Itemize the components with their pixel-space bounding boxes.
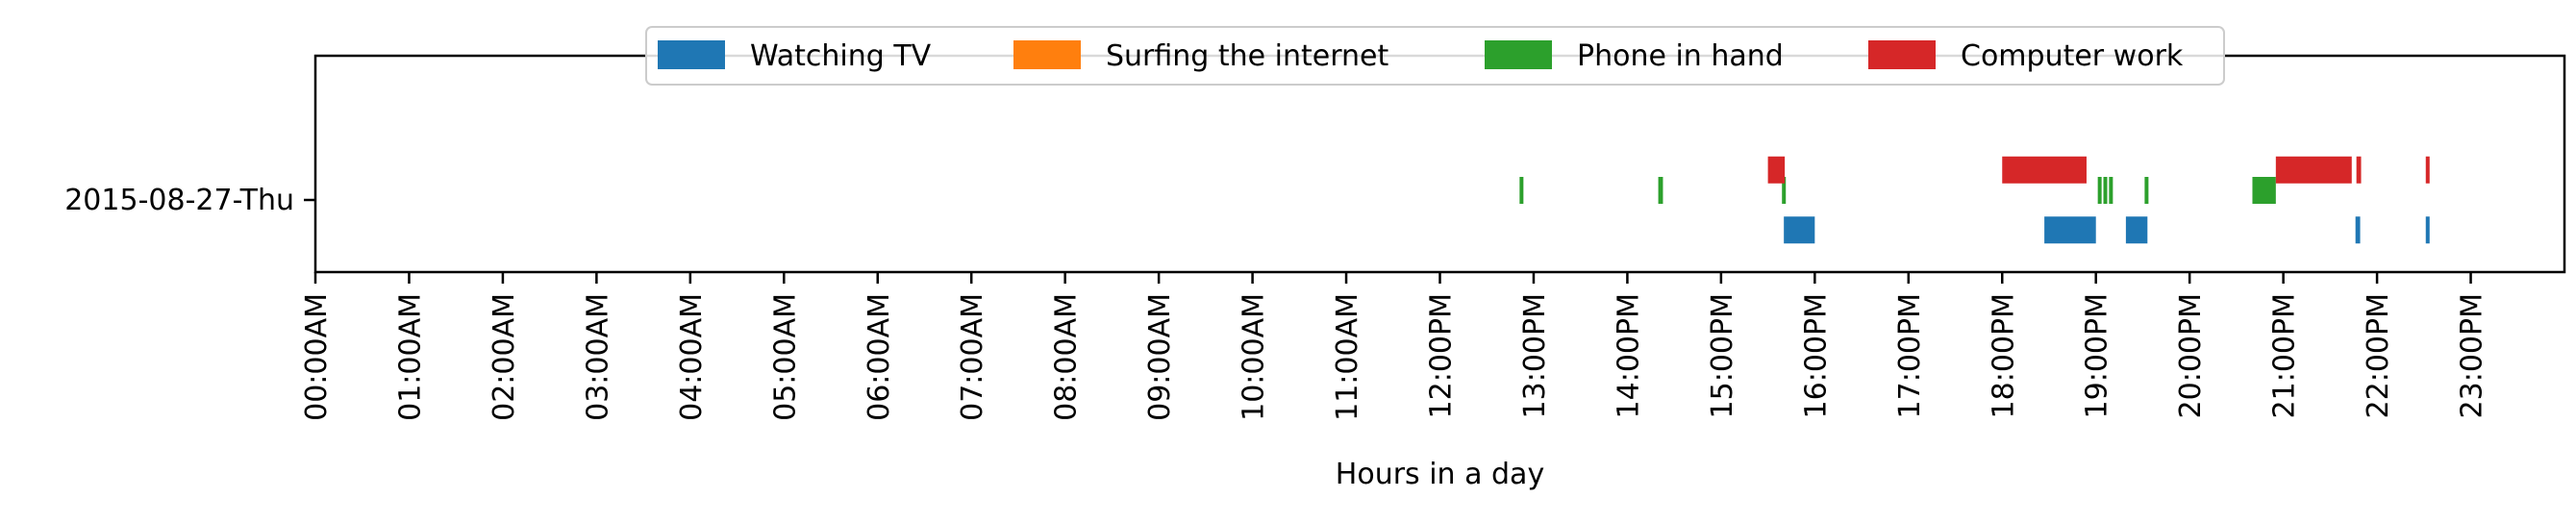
x-tick-label: 04:00AM bbox=[675, 293, 709, 421]
bar-phone-in-hand-1 bbox=[1658, 177, 1663, 204]
bar-phone-in-hand-0 bbox=[1519, 177, 1524, 204]
x-tick-label: 11:00AM bbox=[1331, 293, 1364, 421]
x-tick-label: 07:00AM bbox=[956, 293, 989, 421]
bar-computer-work-3 bbox=[2356, 156, 2362, 184]
bar-watching-tv-1 bbox=[2044, 216, 2096, 244]
x-tick-label: 12:00PM bbox=[1425, 293, 1459, 418]
x-tick-label: 14:00PM bbox=[1612, 293, 1645, 418]
x-tick-label: 09:00AM bbox=[1143, 293, 1177, 421]
legend-label-surfing-the-internet: Surfing the internet bbox=[1106, 39, 1388, 73]
bar-watching-tv-4 bbox=[2425, 216, 2430, 244]
x-tick-label: 02:00AM bbox=[488, 293, 521, 421]
bar-phone-in-hand-7 bbox=[2252, 177, 2276, 204]
x-tick-label: 16:00PM bbox=[1799, 293, 1833, 418]
bar-watching-tv-2 bbox=[2125, 216, 2148, 244]
bar-phone-in-hand-5 bbox=[2109, 177, 2113, 204]
y-tick-label: 2015-08-27-Thu bbox=[64, 184, 294, 217]
legend-swatch-surfing-the-internet bbox=[1013, 40, 1081, 69]
x-tick-label: 17:00PM bbox=[1893, 293, 1927, 418]
bar-phone-in-hand-6 bbox=[2144, 177, 2149, 204]
x-tick-label: 08:00AM bbox=[1050, 293, 1084, 421]
x-tick-label: 01:00AM bbox=[393, 293, 427, 421]
x-tick-label: 15:00PM bbox=[1706, 293, 1739, 418]
x-tick-label: 20:00PM bbox=[2174, 293, 2208, 418]
bar-phone-in-hand-4 bbox=[2103, 177, 2108, 204]
x-tick-label: 05:00AM bbox=[768, 293, 802, 421]
legend-swatch-computer-work bbox=[1868, 40, 1936, 69]
bar-phone-in-hand-3 bbox=[2097, 177, 2102, 204]
x-tick-label: 13:00PM bbox=[1518, 293, 1552, 418]
x-tick-label: 19:00PM bbox=[2081, 293, 2114, 418]
x-tick-label: 10:00AM bbox=[1238, 293, 1271, 421]
legend-swatch-watching-tv bbox=[658, 40, 725, 69]
y-axis: 2015-08-27-Thu bbox=[64, 184, 315, 217]
bar-computer-work-0 bbox=[1767, 156, 1786, 184]
x-tick-label: 22:00PM bbox=[2362, 293, 2395, 418]
bar-watching-tv-3 bbox=[2355, 216, 2361, 244]
x-tick-label: 23:00PM bbox=[2456, 293, 2489, 418]
plot-frame bbox=[313, 54, 2566, 274]
bar-computer-work-4 bbox=[2425, 156, 2430, 184]
x-tick-label: 06:00AM bbox=[863, 293, 896, 421]
legend-label-computer-work: Computer work bbox=[1961, 39, 2184, 73]
bar-computer-work-2 bbox=[2275, 156, 2352, 184]
legend-swatch-phone-in-hand bbox=[1485, 40, 1552, 69]
x-tick-label: 18:00PM bbox=[1987, 293, 2020, 418]
x-tick-label: 00:00AM bbox=[300, 293, 334, 421]
x-axis: 00:00AM 01:00AM 02:00AM 03:00AM 04:00AM 05:00… bbox=[300, 272, 2489, 421]
x-tick-label: 21:00PM bbox=[2268, 293, 2302, 418]
bar-watching-tv-0 bbox=[1784, 216, 1815, 244]
x-tick-label: 03:00AM bbox=[581, 293, 614, 421]
legend: Watching TV Surfing the internet Phone in … bbox=[645, 26, 2225, 86]
legend-label-watching-tv: Watching TV bbox=[750, 39, 932, 73]
bar-phone-in-hand-2 bbox=[1782, 177, 1787, 204]
chart-marks bbox=[1519, 156, 2430, 244]
bar-computer-work-1 bbox=[2002, 156, 2087, 184]
x-axis-label: Hours in a day bbox=[1336, 458, 1544, 491]
legend-label-phone-in-hand: Phone in hand bbox=[1577, 39, 1784, 73]
